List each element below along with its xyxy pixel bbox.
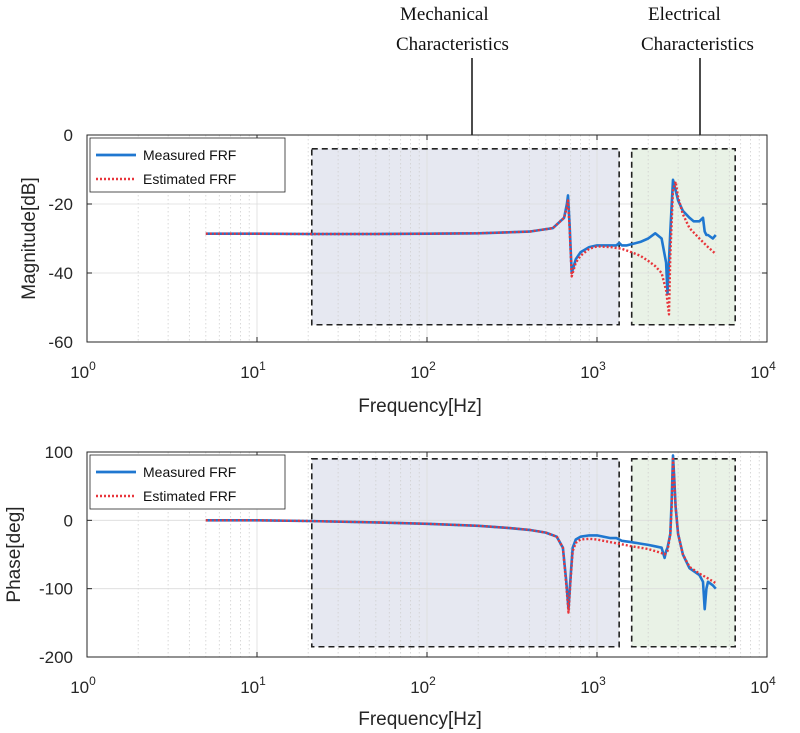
phase-x-tick-base: 10 xyxy=(580,678,599,697)
mag-x-tick-base: 10 xyxy=(750,363,769,382)
mag-region-mechanical xyxy=(311,148,620,325)
phase-x-tick-label: 102 xyxy=(410,674,436,697)
mag-y-tick-label: -20 xyxy=(48,195,73,214)
phase-region-electrical-border xyxy=(630,458,736,648)
annotation-mechanical-line1: Mechanical xyxy=(400,4,489,25)
phase-legend-box xyxy=(89,454,286,510)
phase-x-tick-exp: 2 xyxy=(429,674,436,688)
phase-x-tick-base: 10 xyxy=(70,678,89,697)
phase-legend-label-estimated: Estimated FRF xyxy=(143,488,236,504)
phase-x-tick-label: 104 xyxy=(750,674,776,697)
phase-x-tick-label: 101 xyxy=(240,674,266,697)
phase-x-tick-label: 103 xyxy=(580,674,606,697)
phase-legend: Measured FRF Estimated FRF xyxy=(89,454,286,510)
mag-x-tick-exp: 4 xyxy=(769,359,776,373)
annotation-mechanical-line2: Characteristics xyxy=(396,34,509,55)
mag-y-tick-label: 0 xyxy=(64,126,73,145)
mag-legend: Measured FRF Estimated FRF xyxy=(89,137,286,193)
mag-x-tick-exp: 0 xyxy=(89,359,96,373)
phase-region-mechanical xyxy=(311,458,620,647)
phase-y-tick-label: 100 xyxy=(45,443,73,462)
phase-x-tick-base: 10 xyxy=(410,678,429,697)
phase-x-tick-exp: 4 xyxy=(769,674,776,688)
mag-x-tick-base: 10 xyxy=(410,363,429,382)
mag-x-tick-exp: 2 xyxy=(429,359,436,373)
mag-x-tick-label: 102 xyxy=(410,359,436,382)
mag-x-tick-base: 10 xyxy=(580,363,599,382)
mag-region-mechanical-border xyxy=(310,148,620,326)
mag-x-tick-label: 103 xyxy=(580,359,606,382)
phase-x-tick-label: 100 xyxy=(70,674,96,697)
phase-y-tick-label: 0 xyxy=(64,511,73,530)
mag-y-tick-label: -60 xyxy=(48,333,73,352)
phase-x-tick-base: 10 xyxy=(240,678,259,697)
mag-x-axis-label: Frequency[Hz] xyxy=(358,396,482,417)
magnitude-plot: 100 101 102 103 1040-20-40-60Frequency[Hz]Ma… xyxy=(19,126,776,417)
mag-legend-box xyxy=(89,137,286,193)
mag-legend-label-measured: Measured FRF xyxy=(143,147,236,163)
mag-y-tick-label: -40 xyxy=(48,264,73,283)
phase-y-tick-label: -100 xyxy=(39,580,73,599)
mag-series-measured-line xyxy=(205,178,717,296)
phase-x-tick-exp: 1 xyxy=(259,674,266,688)
mag-legend-label-estimated: Estimated FRF xyxy=(143,171,236,187)
phase-y-axis-label: Phase[deg] xyxy=(4,506,25,602)
mag-x-tick-label: 100 xyxy=(70,359,96,382)
phase-series-estimated-line xyxy=(205,457,717,614)
phase-y-tick-label: -200 xyxy=(39,648,73,667)
mag-x-tick-label: 101 xyxy=(240,359,266,382)
phase-plot: 100 101 102 103 1041000-100-200Frequency[Hz]… xyxy=(4,443,776,730)
phase-x-tick-exp: 0 xyxy=(89,674,96,688)
phase-legend-label-measured: Measured FRF xyxy=(143,464,236,480)
mag-region-electrical xyxy=(631,148,736,325)
annotation-electrical-line1: Electrical xyxy=(648,4,721,25)
mag-x-tick-base: 10 xyxy=(240,363,259,382)
phase-x-tick-base: 10 xyxy=(750,678,769,697)
mag-region-electrical-border xyxy=(630,148,736,326)
mag-y-axis-label: Magnitude[dB] xyxy=(19,177,40,300)
mag-x-tick-exp: 1 xyxy=(259,359,266,373)
mag-x-tick-exp: 3 xyxy=(599,359,606,373)
phase-region-mechanical-border xyxy=(310,458,620,648)
phase-x-tick-exp: 3 xyxy=(599,674,606,688)
mag-x-tick-label: 104 xyxy=(750,359,776,382)
annotation-electrical-line2: Characteristics xyxy=(641,34,754,55)
mag-x-tick-base: 10 xyxy=(70,363,89,382)
phase-x-axis-label: Frequency[Hz] xyxy=(358,709,482,730)
